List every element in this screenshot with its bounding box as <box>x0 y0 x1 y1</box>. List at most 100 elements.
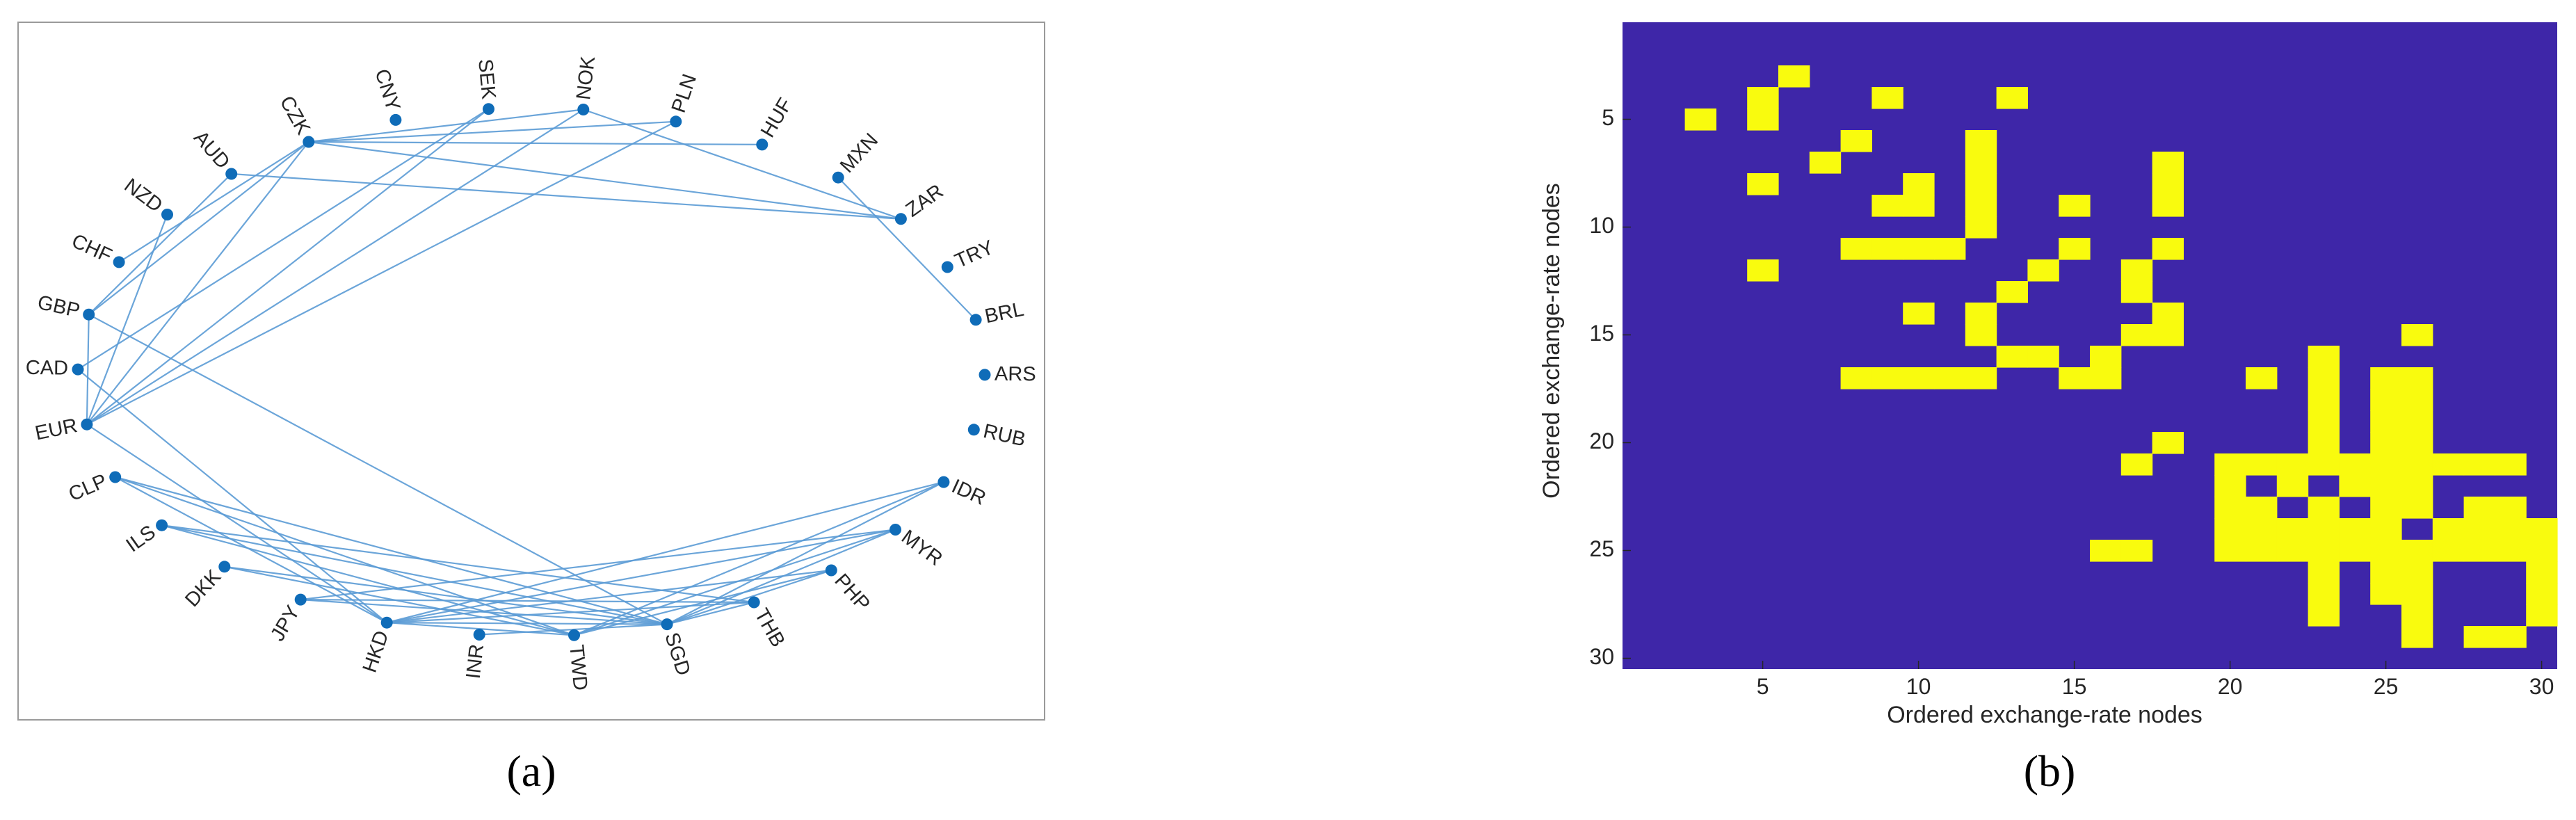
cell-r13-c17 <box>2120 281 2153 303</box>
edge-mxn-brl <box>837 177 976 321</box>
y-tick-label-25: 25 <box>1589 536 1614 561</box>
cell-r5-c3 <box>1684 108 1716 131</box>
cell-r24-c30 <box>2526 518 2558 540</box>
cell-r18-c26 <box>2401 389 2433 411</box>
cell-r20-c23 <box>2308 432 2340 454</box>
cell-r27-c30 <box>2526 583 2558 605</box>
node-hkd <box>380 616 393 629</box>
node-thb <box>748 596 760 609</box>
cell-r27-c25 <box>2370 583 2402 605</box>
edge-nok-zar <box>583 108 901 220</box>
node-ars <box>979 369 991 381</box>
cell-r14-c10 <box>1903 303 1935 325</box>
node-nzd <box>161 209 173 220</box>
cell-r9-c18 <box>2152 195 2184 217</box>
edge-jpy-thb <box>300 598 755 604</box>
node-label-inr: INR <box>462 643 489 680</box>
cell-r15-c26 <box>2401 324 2433 346</box>
cell-r16-c13 <box>1996 346 2028 368</box>
cell-r28-c23 <box>2308 604 2340 627</box>
cell-r23-c23 <box>2308 497 2340 519</box>
cell-r8-c12 <box>1965 173 1997 195</box>
cell-r24-c21 <box>2246 518 2278 540</box>
cell-r7-c18 <box>2152 152 2184 174</box>
cell-r18-c25 <box>2370 389 2402 411</box>
edge-czk-gbp <box>88 141 309 316</box>
edge-sek-eur <box>86 108 490 426</box>
cell-r22-c24 <box>2339 475 2371 497</box>
node-zar <box>894 213 907 225</box>
cell-r9-c12 <box>1965 195 1997 217</box>
edge-sgd-php <box>666 569 832 625</box>
node-huf <box>756 138 768 151</box>
panel-label-a: (a) <box>506 746 556 796</box>
node-rub <box>967 424 980 436</box>
node-sek <box>483 103 494 115</box>
edge-sgd-thb <box>666 601 755 625</box>
cell-r28-c30 <box>2526 604 2558 627</box>
heatmap-ticks: 5 10 15 20 25 30 5 10 15 20 25 30 <box>1589 105 2554 699</box>
edge-czk-eur <box>86 141 309 425</box>
edge-huf-czk <box>308 140 762 145</box>
cell-r29-c29 <box>2495 626 2527 648</box>
cell-r17-c11 <box>1934 367 1966 389</box>
cell-r23-c21 <box>2246 497 2278 519</box>
cell-r25-c29 <box>2495 540 2527 562</box>
cell-r17-c9 <box>1871 367 1903 389</box>
cell-r17-c12 <box>1965 367 1997 389</box>
cell-r27-c23 <box>2308 583 2340 605</box>
cell-r25-c28 <box>2463 540 2495 562</box>
cell-r6-c8 <box>1840 130 1872 152</box>
cell-r19-c25 <box>2370 410 2402 433</box>
node-twd <box>568 629 580 641</box>
node-label-ars: ARS <box>995 363 1036 386</box>
edge-twd-myr <box>574 529 896 636</box>
cell-r26-c30 <box>2526 561 2558 584</box>
node-myr <box>889 524 901 536</box>
cell-r21-c21 <box>2246 453 2278 476</box>
cell-r25-c17 <box>2120 540 2153 562</box>
cell-r21-c25 <box>2370 453 2402 476</box>
cell-r21-c20 <box>2214 453 2246 476</box>
edge-jpy-myr <box>300 529 896 601</box>
cell-r22-c26 <box>2401 475 2433 497</box>
cell-r8-c5 <box>1747 173 1779 195</box>
cell-r24-c29 <box>2495 518 2527 540</box>
node-label-sek: SEK <box>474 58 499 100</box>
cell-r25-c16 <box>2090 540 2122 562</box>
cell-r16-c16 <box>2090 346 2122 368</box>
cell-r21-c28 <box>2463 453 2495 476</box>
cell-r15-c18 <box>2152 324 2184 346</box>
node-label-nok: NOK <box>572 55 599 102</box>
network-panel: NOK PLNHUFMXNZARTRYBRLARSRUBIDRMYRPHPTHBS… <box>17 22 1045 796</box>
cell-r12-c5 <box>1747 259 1779 282</box>
edge-aud-gbp <box>88 173 232 315</box>
cell-r21-c27 <box>2432 453 2465 476</box>
cell-r8-c10 <box>1903 173 1935 195</box>
cell-r21-c17 <box>2120 453 2153 476</box>
y-tick-label-30: 30 <box>1589 644 1614 669</box>
edge-twd-idr <box>574 481 944 636</box>
node-nok <box>577 104 590 115</box>
cell-r10-c12 <box>1965 216 1997 239</box>
cell-r7-c7 <box>1809 152 1842 174</box>
cell-r16-c23 <box>2308 346 2340 368</box>
y-tick-label-5: 5 <box>1602 105 1614 130</box>
cell-r13-c13 <box>1996 281 2028 303</box>
y-axis-label: Ordered exchange-rate nodes <box>1538 183 1565 499</box>
cell-r21-c23 <box>2308 453 2340 476</box>
cell-r29-c28 <box>2463 626 2495 648</box>
cell-r28-c26 <box>2401 604 2433 627</box>
cell-r26-c25 <box>2370 561 2402 584</box>
node-label-twd: TWD <box>565 644 591 692</box>
node-try <box>941 261 953 273</box>
cell-r24-c23 <box>2308 518 2340 540</box>
edges-layer <box>77 108 976 636</box>
cell-r25-c27 <box>2432 540 2465 562</box>
cell-r19-c23 <box>2308 410 2340 433</box>
node-cad <box>72 363 84 376</box>
node-chf <box>113 256 125 268</box>
y-tick-label-15: 15 <box>1589 321 1614 346</box>
cell-r17-c16 <box>2090 367 2122 389</box>
